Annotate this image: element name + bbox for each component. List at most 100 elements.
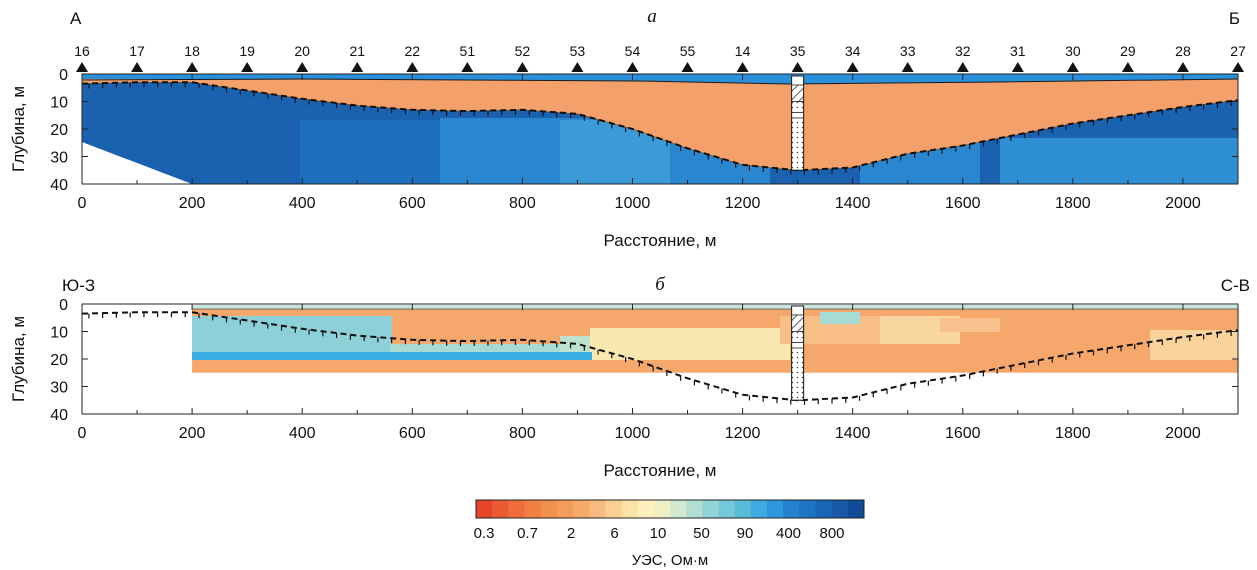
colorbar-swatch xyxy=(847,500,865,518)
station-marker xyxy=(846,62,859,72)
colorbar-swatch xyxy=(540,500,558,518)
station-marker xyxy=(406,62,419,72)
station-label: 20 xyxy=(294,43,310,59)
station-label: 14 xyxy=(735,43,751,59)
station-marker xyxy=(1176,62,1189,72)
borehole-segment xyxy=(791,75,805,86)
station-label: 52 xyxy=(515,43,531,59)
panel-a-y-axis-title: Глубина, м xyxy=(9,86,28,172)
station-label: 55 xyxy=(680,43,696,59)
x-tick-label: 1800 xyxy=(1055,195,1091,212)
x-tick-label: 1000 xyxy=(615,425,651,442)
panel-b-boundary-ticks xyxy=(88,312,1232,405)
panel-a-surface-line xyxy=(82,78,1238,85)
colorbar-swatch xyxy=(831,500,849,518)
colorbar-tick-label: 6 xyxy=(610,525,618,542)
colorbar-frame xyxy=(475,499,865,519)
station-label: 29 xyxy=(1120,43,1136,59)
x-tick-label: 1200 xyxy=(725,195,761,212)
colorbar-swatch xyxy=(702,500,719,518)
x-tick-label: 1600 xyxy=(945,195,981,212)
borehole-segment xyxy=(791,112,805,119)
panel-a-boundary-line xyxy=(82,81,1238,172)
y-tick-label: 40 xyxy=(50,177,68,194)
panel-b-bottom-layer xyxy=(192,352,592,360)
panel-b-right-label: С-В xyxy=(1221,276,1250,295)
colorbar-swatch xyxy=(718,500,736,518)
station-marker xyxy=(1232,62,1244,72)
colorbar-swatch xyxy=(750,500,768,518)
station-marker xyxy=(956,62,969,72)
x-tick-label: 1400 xyxy=(835,195,871,212)
station-marker xyxy=(1066,62,1079,72)
borehole-segment xyxy=(791,84,805,102)
panel-a-boundary-ticks xyxy=(88,82,1232,175)
panel-b-boundary-line xyxy=(82,311,1238,402)
colorbar-swatch xyxy=(508,500,525,518)
colorbar-tick-label: 50 xyxy=(693,525,710,542)
panel-a-letter: а xyxy=(647,6,657,27)
panel-a: А а Б 16 17 18 19 20 21 22 51 52 53 54 55 14 35 34 33 32… xyxy=(9,6,1246,250)
panel-b-y-axis-title: Глубина, м xyxy=(9,316,28,402)
colorbar-swatch xyxy=(605,500,622,518)
x-tick-label: 400 xyxy=(289,195,316,212)
station-marker xyxy=(736,62,749,72)
borehole-segment xyxy=(791,101,805,113)
colorbar-swatch xyxy=(621,500,639,518)
panel-b-left-label: Ю-З xyxy=(62,276,95,295)
station-marker xyxy=(351,62,364,72)
station-marker xyxy=(571,62,584,72)
x-tick-label: 0 xyxy=(78,195,87,212)
station-label: 30 xyxy=(1065,43,1081,59)
borehole-segment xyxy=(791,314,805,332)
x-tick-label: 0 xyxy=(78,425,87,442)
station-label: 27 xyxy=(1230,43,1246,59)
colorbar-swatch xyxy=(686,500,703,518)
station-label: 35 xyxy=(790,43,806,59)
colorbar-swatch xyxy=(573,500,590,518)
x-tick-label: 400 xyxy=(289,425,316,442)
panel-a-left-label: А xyxy=(70,9,82,28)
x-tick-label: 2000 xyxy=(1165,425,1201,442)
colorbar-swatch xyxy=(815,500,833,518)
colorbar-swatch xyxy=(524,500,542,518)
colorbar-swatch xyxy=(734,500,752,518)
x-tick-label: 800 xyxy=(509,195,536,212)
station-label: 21 xyxy=(349,43,365,59)
panel-a-right-label: Б xyxy=(1229,9,1240,28)
colorbar-swatch xyxy=(799,500,816,518)
y-tick-label: 20 xyxy=(50,122,68,139)
station-label: 18 xyxy=(184,43,200,59)
station-label: 19 xyxy=(239,43,255,59)
station-label: 31 xyxy=(1010,43,1026,59)
station-marker xyxy=(76,62,88,72)
colorbar-tick-label: 400 xyxy=(776,525,801,542)
y-tick-label: 40 xyxy=(50,407,68,424)
colorbar-tick-label: 2 xyxy=(567,525,575,542)
colorbar-tick-labels: 0.3 0.7 2 6 10 50 90 400 800 xyxy=(474,525,845,542)
panel-b-x-axis-title: Расстояние, м xyxy=(604,461,717,480)
station-marker xyxy=(681,62,694,72)
colorbar-tick-label: 0.3 xyxy=(474,525,495,542)
panel-b-surface-layer xyxy=(192,305,1238,309)
station-label: 54 xyxy=(625,43,641,59)
colorbar-tick-label: 10 xyxy=(650,525,667,542)
y-tick-label: 0 xyxy=(59,297,68,314)
panel-b-conductive-zone xyxy=(820,312,860,324)
panel-a-borehole xyxy=(791,75,805,171)
station-marker xyxy=(241,62,254,72)
panel-a-blank-corner xyxy=(82,142,192,184)
borehole-outline xyxy=(791,75,805,171)
colorbar-swatch xyxy=(556,500,574,518)
y-tick-label: 0 xyxy=(59,67,68,84)
station-marker xyxy=(461,62,474,72)
y-tick-label: 30 xyxy=(50,150,68,167)
station-label: 34 xyxy=(845,43,861,59)
panel-a-axes: 0 200 400 600 800 1000 1200 1400 1600 1800 2000 0 10… xyxy=(50,67,1238,212)
colorbar-swatch xyxy=(492,500,509,518)
station-marker xyxy=(791,62,804,72)
station-markers: 16 17 18 19 20 21 22 51 52 53 54 55 14 35 34 33 32 31 30 29… xyxy=(74,43,1246,72)
x-tick-label: 1200 xyxy=(725,425,761,442)
colorbar-swatch xyxy=(589,500,606,518)
